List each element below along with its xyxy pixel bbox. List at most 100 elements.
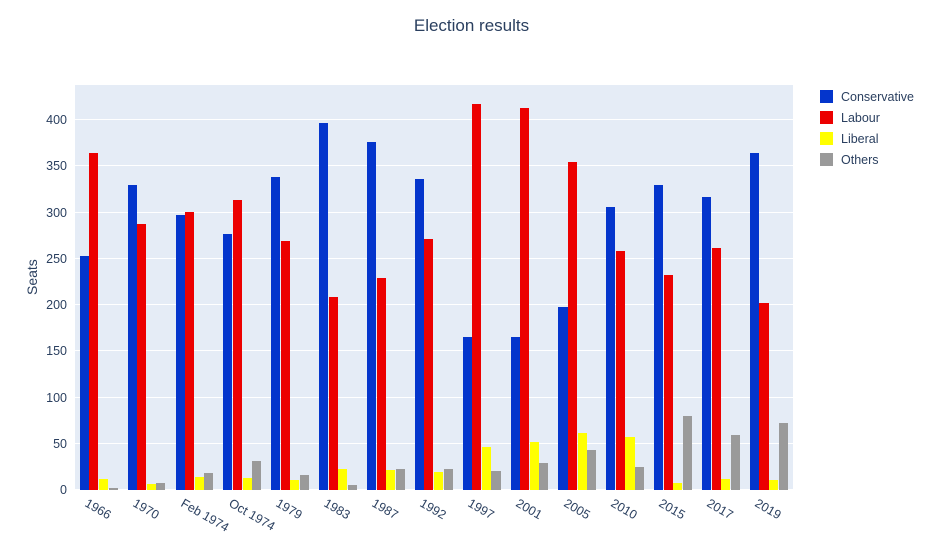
bar-others-1966[interactable] [108,488,118,490]
bar-labour-2019[interactable] [759,303,769,490]
bar-others-oct-1974[interactable] [252,461,262,490]
bar-conservative-feb-1974[interactable] [175,215,185,490]
legend-item-labour[interactable]: Labour [820,107,914,128]
xtick-label-1992: 1992 [417,496,449,523]
bar-liberal-2005[interactable] [577,432,587,490]
ytick-label-0: 0 [60,483,67,497]
gridline-y-350 [75,165,793,167]
bar-others-2015[interactable] [682,416,692,490]
bar-others-2005[interactable] [587,450,597,490]
bar-liberal-1987[interactable] [386,469,396,490]
bar-conservative-1997[interactable] [462,337,472,490]
bar-others-1987[interactable] [395,468,405,490]
bar-liberal-2017[interactable] [721,478,731,490]
bar-labour-1966[interactable] [89,153,99,490]
bar-conservative-1992[interactable] [414,179,424,490]
legend: Conservative Labour Liberal Others [820,86,914,170]
ytick-label-300: 300 [46,205,67,220]
bar-labour-1979[interactable] [280,241,290,490]
xtick-label-2005: 2005 [561,496,593,523]
legend-swatch-labour [820,111,833,124]
xtick-label-2010: 2010 [608,496,641,523]
bar-others-1970[interactable] [156,482,166,490]
legend-item-liberal[interactable]: Liberal [820,128,914,149]
bar-others-1992[interactable] [443,468,453,490]
bar-others-1979[interactable] [299,475,310,490]
bar-labour-2010[interactable] [615,251,625,490]
xtick-label-2019: 2019 [752,496,784,523]
ytick-label-250: 250 [46,251,67,266]
bar-conservative-2017[interactable] [702,196,712,490]
xtick-label-1979: 1979 [273,496,305,523]
bar-liberal-feb-1974[interactable] [194,477,204,490]
bar-conservative-1970[interactable] [127,184,137,490]
bar-labour-1970[interactable] [137,223,147,490]
bar-labour-2015[interactable] [663,275,673,490]
legend-item-others[interactable]: Others [820,149,914,170]
bar-liberal-2010[interactable] [625,437,635,490]
bar-liberal-1983[interactable] [338,468,348,490]
bar-conservative-1979[interactable] [271,176,281,490]
gridline-y-150 [75,350,793,352]
bar-labour-oct-1974[interactable] [232,199,243,490]
bar-liberal-2001[interactable] [529,441,539,490]
bar-others-2010[interactable] [635,466,645,490]
bar-labour-2005[interactable] [568,161,578,490]
bar-conservative-2019[interactable] [749,152,759,490]
legend-label-conservative: Conservative [841,89,914,104]
gridline-y-100 [75,396,793,398]
bar-liberal-1970[interactable] [146,484,156,490]
gridline-y-400 [75,119,793,121]
bar-conservative-2005[interactable] [558,306,568,490]
bar-others-1983[interactable] [347,485,357,490]
legend-label-others: Others [841,152,879,167]
gridline-y-50 [75,442,793,444]
bar-labour-1987[interactable] [376,278,386,490]
xtick-label-1983: 1983 [321,496,353,523]
ytick-label-400: 400 [46,113,67,128]
bar-conservative-1966[interactable] [79,256,89,490]
legend-item-conservative[interactable]: Conservative [820,86,914,107]
bar-liberal-2019[interactable] [769,479,779,490]
bar-others-feb-1974[interactable] [204,473,214,490]
gridline-y-250 [75,257,793,259]
bar-conservative-2001[interactable] [510,336,520,490]
bar-conservative-oct-1974[interactable] [223,233,233,490]
bar-liberal-1966[interactable] [98,478,108,490]
bar-labour-1992[interactable] [424,239,434,490]
bar-liberal-2015[interactable] [673,482,683,490]
bar-others-2019[interactable] [778,423,788,490]
bar-conservative-2015[interactable] [654,184,664,490]
xtick-label-2015: 2015 [656,496,688,523]
xtick-label-feb-1974: Feb 1974 [178,496,231,535]
bar-labour-1983[interactable] [328,296,338,490]
plot-area[interactable] [75,85,793,490]
bar-liberal-oct-1974[interactable] [242,477,252,490]
bar-others-1997[interactable] [491,470,501,490]
legend-label-liberal: Liberal [841,131,879,146]
bar-labour-2001[interactable] [520,108,530,490]
xtick-label-1997: 1997 [465,496,497,523]
ytick-label-100: 100 [46,390,67,405]
gridline-y-300 [75,211,793,213]
legend-swatch-conservative [820,90,833,103]
ytick-label-150: 150 [46,344,67,359]
bar-liberal-1992[interactable] [434,471,444,490]
ytick-label-200: 200 [46,298,67,313]
bar-liberal-1979[interactable] [290,479,300,490]
bar-others-2017[interactable] [730,435,740,490]
bar-others-2001[interactable] [539,463,549,490]
bar-labour-2017[interactable] [711,247,721,490]
bar-conservative-2010[interactable] [606,207,616,490]
bar-conservative-1987[interactable] [366,142,377,490]
xtick-label-1970: 1970 [130,496,162,523]
xtick-label-2001: 2001 [513,496,545,523]
ytick-label-50: 50 [53,436,67,451]
bar-labour-1997[interactable] [472,103,482,490]
bar-labour-feb-1974[interactable] [185,211,195,490]
bar-conservative-1983[interactable] [319,122,329,490]
bar-liberal-1997[interactable] [481,447,491,490]
xtick-label-oct-1974: Oct 1974 [226,496,277,534]
legend-swatch-liberal [820,132,833,145]
